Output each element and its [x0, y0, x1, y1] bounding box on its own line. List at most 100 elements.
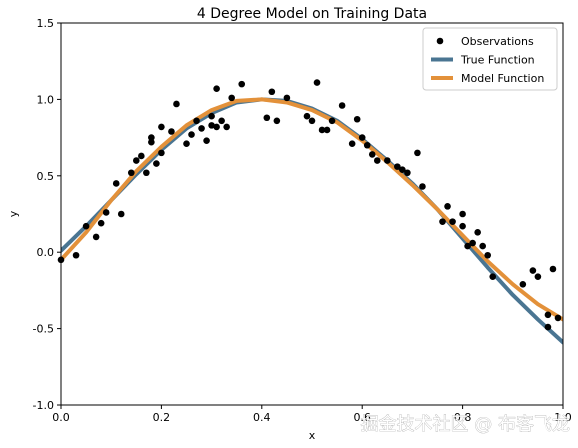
observation-point [368, 151, 376, 158]
observation-point [313, 79, 321, 86]
observation-point [323, 126, 331, 134]
observation-point [228, 94, 235, 102]
observation-point [353, 115, 361, 123]
plot-frame [60, 22, 564, 406]
observation-point [153, 160, 160, 167]
y-tick-label: 1.5 [37, 17, 55, 30]
observation-point [464, 242, 471, 250]
observation-point [193, 117, 200, 125]
observation-point [544, 311, 552, 319]
observation-point [373, 157, 381, 164]
observation-point [158, 149, 165, 157]
observation-point [213, 123, 220, 131]
y-tick-label: 0.0 [37, 246, 55, 259]
observation-point [348, 140, 356, 148]
observation-point [404, 169, 411, 177]
observation-point [72, 251, 80, 259]
series-line-model-function [61, 97, 563, 322]
observation-point [419, 183, 426, 190]
observation-point [173, 100, 180, 108]
legend-label: Observations [461, 35, 534, 48]
observation-point [127, 169, 135, 177]
observation-point [394, 163, 401, 170]
y-tick-label: -1.0 [33, 399, 54, 412]
x-tick-label: 0.0 [52, 411, 70, 424]
observation-point [554, 314, 562, 322]
watermark: 掘金技术社区 @ 布客飞龙 [361, 414, 570, 435]
chart-title: 4 Degree Model on Training Data [197, 6, 427, 22]
observation-point [158, 123, 165, 131]
legend-box [422, 27, 558, 91]
y-tick-label: -0.5 [33, 323, 54, 336]
observation-point [263, 114, 271, 122]
observation-point [519, 280, 527, 288]
observation-point [273, 117, 281, 125]
observation-point [92, 233, 100, 241]
observation-point [484, 251, 492, 259]
x-tick-label: 0.2 [153, 411, 171, 424]
y-axis-ticks: -1.0 -0.5 0.0 0.5 1.0 1.5 [33, 17, 61, 412]
observation-point [213, 85, 220, 92]
observation-point [328, 117, 336, 125]
observation-point [133, 157, 140, 164]
observation-point [479, 242, 486, 250]
observation-point [489, 273, 497, 280]
observation-point [208, 122, 215, 129]
observation-point [117, 210, 125, 218]
observation-point [203, 137, 210, 144]
observation-point [338, 102, 346, 109]
plot-area [57, 22, 564, 406]
observation-point [459, 210, 466, 218]
x-tick-label: 0.8 [454, 411, 472, 424]
observation-point [474, 229, 481, 236]
observation-point [384, 157, 391, 164]
observation-point [399, 166, 406, 173]
observation-point [138, 152, 145, 160]
x-axis-ticks: 0.0 0.2 0.4 0.6 0.8 1.0 [52, 405, 572, 424]
observation-point [449, 218, 456, 225]
series-line-true-function [61, 97, 563, 345]
observation-point [208, 112, 215, 120]
y-tick-label: 0.5 [37, 170, 55, 183]
observation-point [168, 128, 175, 135]
observation-point [223, 123, 230, 131]
observation-point [112, 180, 120, 187]
observation-point [469, 239, 476, 247]
x-tick-label: 0.4 [253, 411, 271, 424]
observation-point [82, 222, 90, 230]
observation-point [414, 149, 421, 157]
observation-point [148, 134, 155, 141]
observation-point [444, 203, 451, 210]
observation-point [198, 125, 205, 132]
observation-point [238, 80, 246, 88]
x-tick-label: 0.6 [353, 411, 371, 424]
legend-label: Model Function [461, 72, 544, 85]
observation-point [358, 134, 366, 141]
observation-point [549, 265, 557, 273]
legend-marker-observations [436, 37, 444, 45]
x-axis-label: x [309, 429, 316, 442]
observation-point [459, 222, 466, 230]
observation-point [97, 219, 105, 227]
observation-point [102, 209, 110, 216]
observation-point [218, 117, 225, 125]
observation-point [283, 94, 291, 102]
y-tick-label: 1.0 [37, 93, 55, 106]
observation-point [148, 138, 155, 146]
observation-point [183, 140, 190, 148]
observation-point [268, 88, 276, 96]
observation-point [439, 218, 446, 225]
y-axis-label: y [7, 210, 20, 217]
observation-point [363, 141, 371, 149]
x-tick-label: 1.0 [554, 411, 572, 424]
observation-point [188, 131, 195, 138]
observation-point [534, 273, 542, 280]
legend: Observations True Function Model Function [422, 27, 558, 91]
legend-label: True Function [460, 54, 535, 67]
observation-point [544, 323, 552, 331]
observation-point [318, 126, 326, 134]
observation-point [529, 267, 537, 274]
observation-point [308, 117, 316, 125]
observation-point [303, 112, 311, 120]
